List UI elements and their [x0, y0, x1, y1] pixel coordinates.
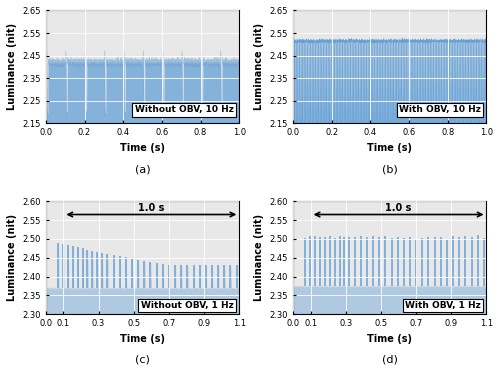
Text: (d): (d): [382, 355, 398, 365]
Y-axis label: Luminance (nit): Luminance (nit): [7, 23, 17, 111]
Text: With OBV, 1 Hz: With OBV, 1 Hz: [405, 301, 480, 310]
Y-axis label: Luminance (nit): Luminance (nit): [7, 214, 17, 301]
Text: Without OBV, 10 Hz: Without OBV, 10 Hz: [134, 105, 234, 114]
Y-axis label: Luminance (nit): Luminance (nit): [254, 23, 264, 111]
X-axis label: Time (s): Time (s): [368, 143, 412, 153]
Text: (a): (a): [135, 164, 150, 174]
Text: 1.0 s: 1.0 s: [386, 203, 412, 213]
X-axis label: Time (s): Time (s): [120, 143, 165, 153]
Text: 1.0 s: 1.0 s: [138, 203, 164, 213]
Text: Without OBV, 1 Hz: Without OBV, 1 Hz: [140, 301, 234, 310]
X-axis label: Time (s): Time (s): [120, 334, 165, 344]
Text: With OBV, 10 Hz: With OBV, 10 Hz: [399, 105, 480, 114]
Text: (c): (c): [135, 355, 150, 365]
X-axis label: Time (s): Time (s): [368, 334, 412, 344]
Y-axis label: Luminance (nit): Luminance (nit): [254, 214, 264, 301]
Text: (b): (b): [382, 164, 398, 174]
